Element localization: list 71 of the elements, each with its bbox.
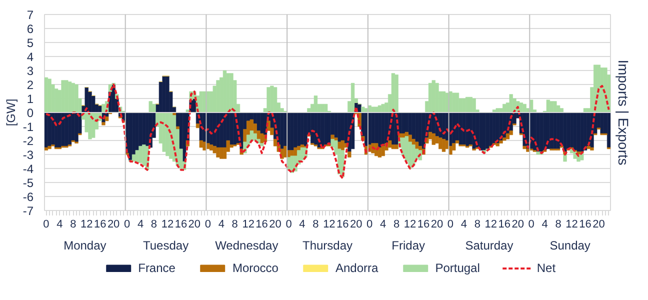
- y-tick-label: -2: [22, 134, 34, 148]
- x-tick-label: 0: [286, 218, 292, 230]
- x-tick-label: 8: [312, 218, 319, 230]
- x-tick-label: 12: [242, 218, 254, 230]
- legend-label: Net: [536, 261, 557, 275]
- y-tick-label: 6: [26, 22, 34, 36]
- x-tick-label: 16: [336, 218, 349, 230]
- x-tick-label: 20: [269, 218, 282, 230]
- x-tick-label: 16: [417, 218, 430, 230]
- legend-label: Andorra: [335, 261, 378, 275]
- text: Thursday: [302, 238, 353, 252]
- y-tick-label: 4: [26, 50, 34, 64]
- x-tick-label: 20: [512, 218, 524, 230]
- x-tick-label: 4: [56, 218, 63, 230]
- legend-label: Morocco: [232, 261, 278, 275]
- y-tick-label: 3: [26, 64, 34, 78]
- y2-axis-title: Imports | Exports: [616, 60, 632, 166]
- x-tick-label: 8: [150, 218, 158, 230]
- legend-label: France: [138, 261, 176, 275]
- text: Sunday: [550, 238, 590, 252]
- x-tick-label: 4: [380, 218, 386, 230]
- y-tick-label: 1: [26, 92, 34, 106]
- x-tick-label: 20: [107, 218, 120, 230]
- x-tick-label: 8: [555, 218, 562, 230]
- x-tick-label: 8: [474, 218, 480, 230]
- x-tick-label: 20: [430, 218, 444, 230]
- text: Wednesday: [215, 238, 278, 252]
- x-tick-label: 0: [366, 218, 373, 230]
- y-tick-label: 5: [26, 36, 34, 50]
- y-tick-label: -7: [22, 204, 34, 218]
- x-tick-label: 8: [70, 218, 76, 230]
- x-tick-label: 12: [323, 218, 336, 230]
- y-tick-label: 2: [26, 78, 34, 92]
- y-tick-label: 7: [26, 8, 34, 22]
- y-tick-label: -1: [22, 120, 34, 134]
- y-tick-label: -5: [22, 176, 34, 190]
- x-tick-label: 12: [80, 218, 93, 230]
- x-tick-label: 12: [161, 218, 174, 230]
- y-axis-title: [GW]: [4, 98, 18, 126]
- text: Saturday: [465, 238, 514, 252]
- y-tick-label: -4: [22, 162, 34, 176]
- y-tick-label: 0: [26, 106, 34, 120]
- x-tick-label: 0: [43, 218, 50, 230]
- x-tick-label: 8: [232, 218, 238, 230]
- x-tick-label: 20: [188, 218, 201, 230]
- x-tick-label: 16: [174, 218, 188, 230]
- x-tick-label: 20: [592, 218, 605, 230]
- x-tick-label: 12: [566, 218, 578, 230]
- y-tick-label: -6: [22, 190, 34, 204]
- y-tick-label: -3: [22, 148, 34, 162]
- x-tick-label: 16: [579, 218, 592, 230]
- legend-label: Portugal: [435, 261, 480, 275]
- x-tick-label: 0: [528, 218, 534, 230]
- x-tick-label: 0: [124, 218, 130, 230]
- x-tick-label: 4: [137, 218, 144, 230]
- x-tick-label: 0: [204, 218, 211, 230]
- x-tick-label: 16: [94, 218, 106, 230]
- x-tick-label: 12: [484, 218, 498, 230]
- text: Monday: [64, 238, 106, 252]
- text: Tuesday: [142, 238, 189, 252]
- x-tick-label: 4: [460, 218, 468, 230]
- x-tick-label: 20: [350, 218, 362, 230]
- x-tick-label: 16: [256, 218, 268, 230]
- x-tick-label: 4: [542, 218, 548, 230]
- x-tick-label: 12: [404, 218, 416, 230]
- x-tick-label: 16: [498, 218, 511, 230]
- x-tick-label: 0: [447, 218, 454, 230]
- text: Friday: [392, 238, 426, 252]
- x-tick-label: 4: [218, 218, 224, 230]
- x-tick-label: 4: [299, 218, 306, 230]
- x-tick-label: 8: [394, 218, 400, 230]
